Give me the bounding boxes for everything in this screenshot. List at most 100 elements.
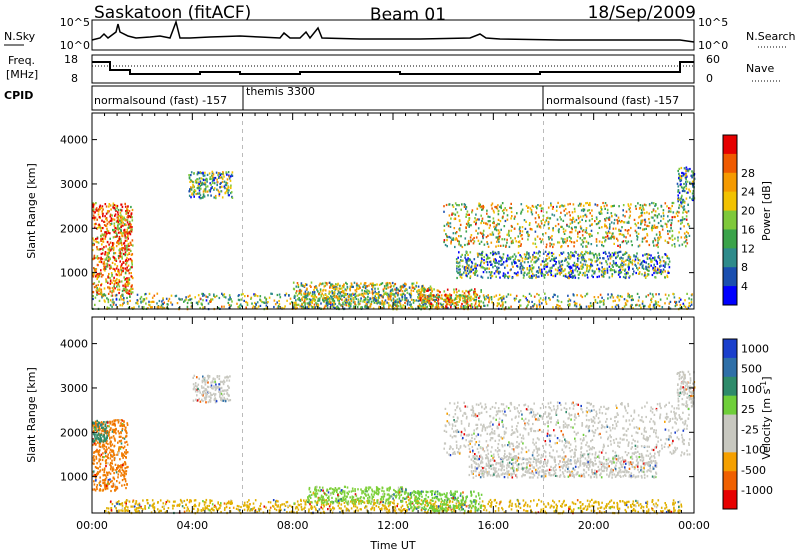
range-time-cell bbox=[692, 171, 694, 174]
range-time-cell bbox=[467, 297, 470, 300]
range-time-cell bbox=[685, 245, 687, 248]
range-time-cell bbox=[540, 207, 543, 210]
range-time-cell bbox=[572, 203, 575, 206]
range-time-cell bbox=[684, 305, 687, 308]
range-time-cell bbox=[202, 193, 205, 196]
range-time-cell bbox=[401, 306, 404, 309]
range-time-cell bbox=[386, 292, 389, 295]
range-time-cell bbox=[530, 211, 533, 214]
range-time-cell bbox=[500, 297, 502, 300]
range-time-cell bbox=[467, 222, 470, 225]
range-time-cell bbox=[489, 224, 491, 227]
range-time-cell bbox=[129, 295, 131, 298]
range-time-cell bbox=[585, 215, 588, 218]
range-time-cell bbox=[455, 288, 458, 291]
range-time-cell bbox=[221, 177, 224, 180]
range-time-cell bbox=[217, 306, 220, 310]
range-time-cell bbox=[576, 257, 579, 260]
range-time-cell bbox=[103, 220, 105, 223]
freq-tick-bottom: 8 bbox=[71, 72, 78, 85]
range-time-cell bbox=[572, 252, 574, 255]
range-time-cell bbox=[481, 250, 484, 253]
range-time-cell bbox=[666, 256, 669, 260]
range-time-cell bbox=[516, 222, 519, 226]
range-time-cell bbox=[110, 208, 112, 211]
range-time-cell bbox=[98, 226, 100, 229]
range-time-cell bbox=[131, 307, 133, 310]
range-time-cell bbox=[454, 202, 457, 205]
range-time-cell bbox=[193, 188, 196, 192]
range-time-cell bbox=[124, 254, 126, 257]
range-time-cell bbox=[494, 228, 497, 231]
range-time-cell bbox=[637, 232, 640, 235]
range-time-cell bbox=[667, 230, 669, 233]
range-time-cell bbox=[528, 264, 531, 268]
range-time-cell bbox=[396, 307, 399, 310]
range-time-cell bbox=[350, 285, 352, 288]
range-time-cell bbox=[116, 233, 118, 236]
range-time-cell bbox=[264, 296, 266, 299]
range-time-cell bbox=[682, 302, 685, 305]
range-time-cell bbox=[637, 299, 640, 302]
power-scatter-region-1 bbox=[92, 202, 134, 297]
range-time-cell bbox=[523, 261, 526, 264]
range-time-cell bbox=[165, 307, 168, 310]
range-time-cell bbox=[574, 302, 576, 305]
range-time-cell bbox=[655, 203, 657, 206]
range-time-cell bbox=[122, 261, 125, 264]
range-time-cell bbox=[538, 254, 541, 257]
range-time-cell bbox=[99, 445, 102, 448]
range-time-cell bbox=[120, 419, 123, 422]
range-time-cell bbox=[601, 275, 603, 278]
range-time-cell bbox=[125, 449, 127, 452]
range-time-cell bbox=[582, 272, 585, 275]
range-time-cell bbox=[444, 293, 447, 296]
range-time-cell bbox=[326, 298, 328, 301]
range-time-cell bbox=[197, 171, 200, 174]
range-time-cell bbox=[325, 293, 327, 296]
range-time-cell bbox=[464, 243, 466, 247]
range-time-cell bbox=[95, 268, 98, 271]
range-time-cell bbox=[491, 271, 493, 274]
range-time-cell bbox=[663, 260, 665, 263]
range-time-cell bbox=[631, 297, 633, 300]
range-time-cell bbox=[671, 216, 674, 219]
range-time-cell bbox=[668, 260, 671, 263]
range-time-cell bbox=[126, 260, 129, 263]
range-time-cell bbox=[189, 180, 191, 183]
range-time-cell bbox=[525, 204, 528, 208]
range-time-cell bbox=[514, 237, 516, 240]
range-time-cell bbox=[506, 218, 509, 221]
range-time-cell bbox=[423, 297, 426, 300]
range-time-cell bbox=[240, 298, 242, 301]
range-time-cell bbox=[657, 239, 659, 242]
range-time-cell bbox=[198, 300, 200, 303]
range-time-cell bbox=[625, 210, 628, 213]
range-time-cell bbox=[210, 183, 212, 186]
range-time-cell bbox=[325, 304, 328, 307]
range-time-cell bbox=[124, 248, 126, 251]
range-time-cell bbox=[357, 300, 360, 303]
range-time-cell bbox=[615, 270, 617, 273]
range-time-cell bbox=[604, 207, 606, 210]
range-time-cell bbox=[404, 298, 406, 301]
range-time-cell bbox=[221, 196, 224, 199]
range-time-cell bbox=[326, 307, 329, 310]
range-time-cell bbox=[336, 283, 339, 287]
range-time-cell bbox=[470, 304, 473, 307]
range-time-cell bbox=[660, 224, 662, 227]
range-time-cell bbox=[415, 284, 417, 287]
range-time-cell bbox=[454, 213, 457, 216]
range-time-cell bbox=[463, 205, 466, 208]
range-time-cell bbox=[455, 231, 458, 234]
range-time-cell bbox=[300, 293, 303, 296]
range-time-cell bbox=[202, 306, 204, 309]
range-time-cell bbox=[570, 226, 573, 229]
range-time-cell bbox=[114, 438, 116, 441]
range-time-cell bbox=[600, 206, 602, 209]
range-time-cell bbox=[519, 299, 522, 302]
range-time-cell bbox=[421, 295, 424, 298]
range-time-cell bbox=[509, 237, 512, 240]
range-time-cell bbox=[96, 274, 99, 277]
